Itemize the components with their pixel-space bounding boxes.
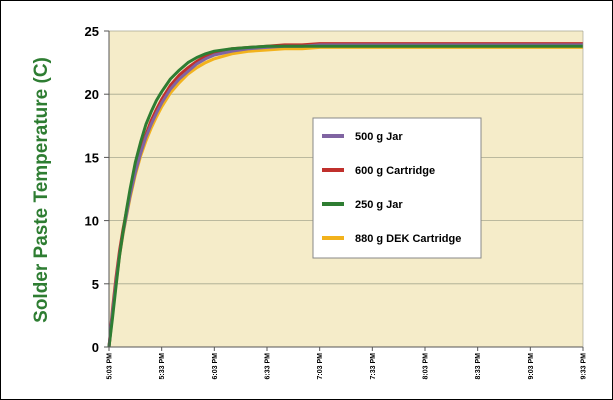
legend-label-3: 880 g DEK Cartridge [355,233,461,245]
y-tick-labels: 0 5 10 15 20 25 [85,24,99,355]
legend: 500 g Jar 600 g Cartridge 250 g Jar 880 g D… [312,117,482,259]
legend-box [312,117,482,259]
y-tick-label-1: 5 [92,277,99,292]
x-tick-label-8: 9:03 PM [528,353,535,380]
y-tick-label-3: 15 [85,150,99,165]
x-tick-label-2: 6:03 PM [212,353,219,380]
y-tick-label-5: 25 [85,24,99,39]
x-tick-label-6: 8:03 PM [423,353,430,380]
x-tick-label-3: 6:33 PM [265,353,272,380]
axes [104,30,584,351]
legend-label-0: 500 g Jar [355,131,403,143]
x-tick-labels: 5:03 PM 5:33 PM 6:03 PM 6:33 PM 7:03 PM 7:33 … [107,353,588,380]
legend-label-2: 250 g Jar [355,199,403,211]
x-tick-label-9: 9:33 PM [581,353,588,380]
legend-label-1: 600 g Cartridge [355,165,435,177]
y-axis-label: Solder Paste Temperature (C) [31,57,52,323]
x-tick-label-4: 7:03 PM [317,353,324,380]
x-tick-label-7: 8:33 PM [475,353,482,380]
series-line-2 [107,44,583,348]
x-tick-label-1: 5:33 PM [159,353,166,380]
series-lines [107,42,583,348]
x-tick-label-5: 7:33 PM [370,353,377,380]
x-tick-label-0: 5:03 PM [107,353,114,380]
y-tick-label-0: 0 [92,340,99,355]
y-tick-label-4: 20 [85,87,99,102]
y-tick-label-2: 10 [85,214,99,229]
